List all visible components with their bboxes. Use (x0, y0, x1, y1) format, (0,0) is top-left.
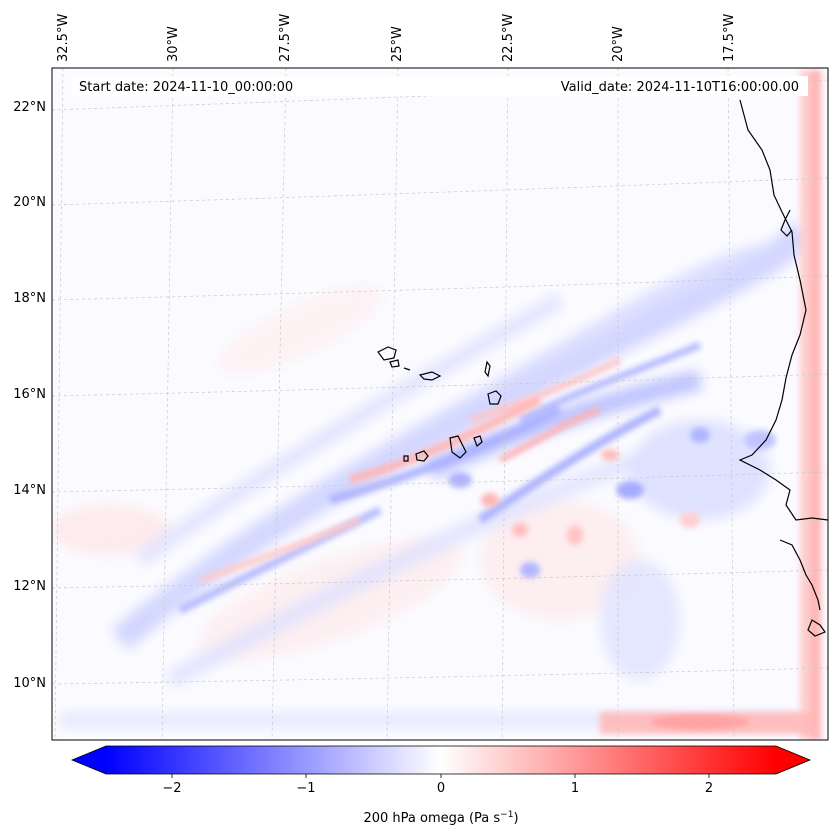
gridline-25w (386, 68, 399, 740)
lon-label-20w: 20°W (611, 26, 626, 62)
boa-vista-island (487, 390, 502, 405)
coastlines (377, 99, 828, 637)
santiago-island (449, 435, 467, 459)
cb-tick-label-minus-1: −1 (296, 781, 315, 796)
colorbar-title: 200 hPa omega (Pa s−1) (363, 810, 518, 826)
gridline-22n (52, 79, 828, 111)
gridline-12n (52, 569, 828, 589)
colorbar-max-extend (776, 746, 810, 774)
lon-label-17-5w: 17.5°W (722, 14, 737, 62)
brava-island (403, 455, 409, 462)
sal-island (484, 360, 491, 378)
header-box (72, 76, 808, 96)
santo-antao-island (377, 346, 397, 361)
lon-label-22-5w: 22.5°W (501, 14, 516, 62)
sao-nicolau-island (418, 371, 442, 381)
maio-island (473, 435, 483, 447)
valid-date-label: Valid_date: 2024-11-10T16:00:00.00 (561, 80, 799, 95)
cb-tick-label-2: 2 (705, 781, 713, 796)
colorbar-title-main: 200 hPa omega (Pa s (363, 811, 500, 826)
gridline-27-5w (271, 68, 287, 740)
santa-luzia-island (403, 367, 411, 371)
gridline-18n (52, 275, 828, 301)
lon-label-32-5w: 32.5°W (56, 14, 71, 62)
lat-label-10n: 10°N (13, 676, 46, 691)
colorbar-title-close: ) (513, 811, 518, 826)
bijagos-island (807, 619, 826, 637)
gridline-14n (52, 471, 828, 493)
cb-tick-label-minus-2: −2 (162, 781, 181, 796)
colorbar-min-extend (72, 746, 106, 774)
lat-label-22n: 22°N (13, 100, 46, 115)
gridline-20n (52, 177, 828, 206)
omega-field (52, 70, 822, 740)
map-frame (51, 67, 829, 741)
lat-label-20n: 20°N (13, 195, 46, 210)
fogo-island (415, 450, 429, 462)
lon-label-30w: 30°W (166, 26, 181, 62)
start-date-label: Start date: 2024-11-10_00:00:00 (79, 80, 293, 95)
lon-label-27-5w: 27.5°W (278, 14, 293, 62)
gridline-32-5w (54, 68, 64, 740)
sao-vicente-island (389, 359, 400, 368)
gridlines (52, 68, 828, 740)
colorbar-gradient (106, 746, 776, 774)
lat-label-12n: 12°N (13, 579, 46, 594)
colorbar-title-sup: −1 (500, 810, 513, 820)
colorbar: −2 −1 0 1 2 200 hPa omega (Pa s−1) (70, 745, 812, 826)
gridline-17-5w (727, 68, 735, 740)
map-background (52, 68, 828, 740)
cb-tick-label-1: 1 (571, 781, 579, 796)
lat-label-14n: 14°N (13, 483, 46, 498)
banc-arguin-coast (780, 209, 793, 237)
cb-tick-label-0: 0 (437, 781, 445, 796)
colorbar-outline (70, 745, 812, 775)
lon-label-25w: 25°W (390, 26, 405, 62)
guinea-coastline (779, 539, 821, 611)
colorbar-ticks (171, 774, 710, 778)
africa-coastline (738, 99, 828, 521)
map-area[interactable]: Start date: 2024-11-10_00:00:00 Valid_da… (50, 67, 829, 741)
lat-label-18n: 18°N (13, 291, 46, 306)
latitude-labels: 22°N 20°N 18°N 16°N 14°N 12°N 10°N (13, 100, 46, 691)
gridline-16n (52, 373, 828, 397)
gridline-30w (161, 68, 174, 740)
longitude-labels: 32.5°W 30°W 27.5°W 25°W 22.5°W 20°W 17.5… (56, 14, 737, 62)
gridline-22-5w (501, 68, 509, 740)
lat-label-16n: 16°N (13, 387, 46, 402)
